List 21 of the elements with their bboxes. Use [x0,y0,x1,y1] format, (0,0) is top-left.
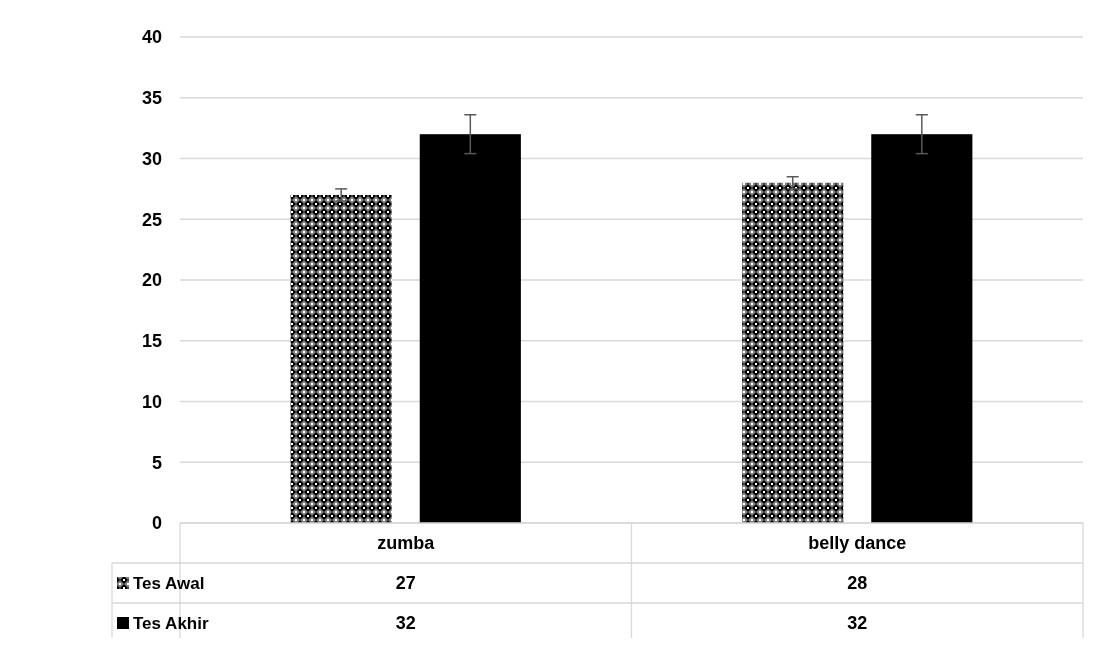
data-label: 32 [395,613,416,634]
y-tick-label: 20 [141,270,162,291]
data-label: 32 [847,613,868,634]
bar [419,134,521,523]
data-label: 27 [395,573,416,594]
y-tick-label: 35 [141,88,162,109]
y-tick-label: 30 [141,148,162,169]
bar [742,182,844,523]
y-tick-label: 5 [151,452,162,473]
bar [290,194,392,523]
x-tick-label: zumba [377,533,436,554]
y-tick-label: 25 [141,209,162,230]
bar [871,134,973,523]
legend-label: Tes Awal [133,573,205,593]
y-tick-label: 0 [151,513,162,534]
x-tick-label: belly dance [808,533,907,554]
y-tick-label: 10 [141,391,162,412]
legend-label: Tes Akhir [133,613,209,633]
y-tick-label: 40 [141,27,162,48]
y-tick-label: 15 [141,331,162,352]
data-label: 28 [847,573,868,594]
